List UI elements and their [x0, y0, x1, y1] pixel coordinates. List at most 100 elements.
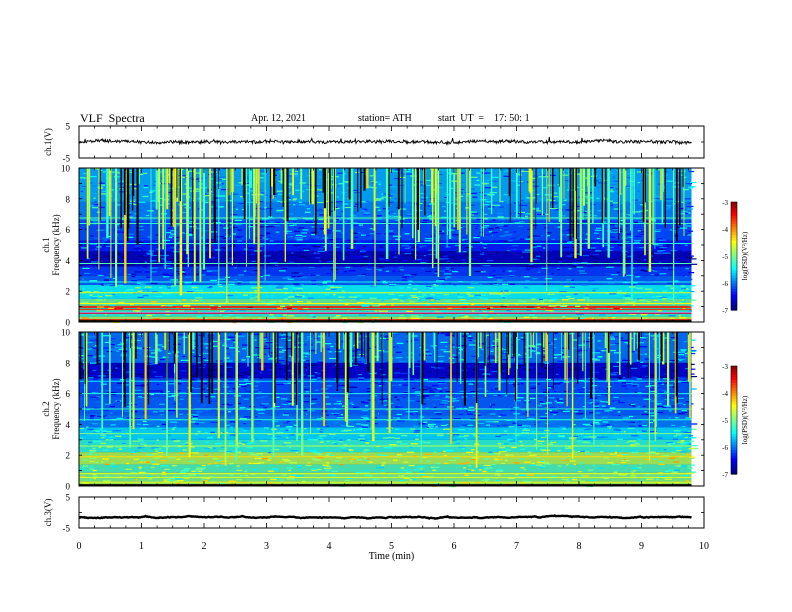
- spectrogram-speckle: [214, 182, 222, 184]
- spectrogram-speckle: [428, 253, 436, 256]
- spectrogram-speckle: [621, 410, 624, 412]
- spectrogram-speckle: [651, 452, 656, 454]
- spectrogram-speckle: [519, 204, 528, 207]
- spectrogram-speckle: [97, 372, 105, 374]
- spectrogram-speckle: [499, 235, 506, 237]
- spectrogram-speckle: [330, 192, 335, 194]
- spectrogram-speckle: [403, 309, 408, 311]
- spectrogram-speckle: [162, 239, 170, 242]
- spectrogram-speckle: [319, 435, 327, 437]
- spectrogram-speckle: [289, 475, 295, 478]
- spectrogram-speckle: [501, 352, 507, 354]
- spectrogram-speckle: [257, 409, 266, 411]
- spectrogram-speckle: [555, 235, 563, 237]
- spectrogram-speckle: [326, 452, 332, 455]
- spectrogram-speckle: [499, 220, 502, 222]
- spectrogram-speckle: [533, 423, 536, 425]
- spectrogram-speckle: [105, 295, 113, 297]
- spectrogram-speckle: [683, 198, 691, 200]
- spectrogram-speckle: [287, 278, 294, 280]
- spectrogram-speckle: [355, 472, 362, 474]
- spectrogram-speckle: [603, 477, 609, 479]
- spectrogram-speckle: [182, 211, 189, 214]
- spectrogram-speckle: [220, 276, 229, 278]
- spectrogram-speckle: [83, 177, 87, 179]
- spectrogram-speckle: [82, 482, 89, 484]
- spectrogram-speckle: [207, 273, 213, 275]
- spectrogram-speckle: [264, 224, 269, 227]
- axis-label: Frequency (kHz): [51, 214, 61, 275]
- spectrogram-speckle: [294, 237, 303, 239]
- spectrogram-speckle: [241, 209, 245, 211]
- spectrogram-speckle: [145, 232, 148, 234]
- spectrogram-speckle: [644, 411, 648, 413]
- spectrogram-speckle: [513, 419, 516, 421]
- spectrogram-speckle: [341, 290, 345, 292]
- spectrogram-speckle: [395, 368, 400, 370]
- spectrogram-speckle: [311, 378, 317, 380]
- spectrogram-speckle: [665, 245, 670, 247]
- spectrogram-speckle: [150, 210, 154, 212]
- spectrogram-speckle: [207, 190, 210, 193]
- spectrogram-speckle: [403, 396, 406, 399]
- spectrogram-speckle: [247, 192, 250, 194]
- spectrogram-speckle: [612, 227, 617, 230]
- spectrogram-speckle: [631, 474, 635, 476]
- spectrogram-speckle: [357, 302, 365, 304]
- spectrogram-speckle: [631, 282, 638, 284]
- spectrogram-speckle: [320, 428, 324, 430]
- spectrogram-speckle: [681, 261, 687, 264]
- spectrogram-speckle: [563, 229, 566, 231]
- spectrogram-speckle: [322, 464, 330, 466]
- spectrogram-speckle: [496, 379, 499, 381]
- spectrogram-speckle: [678, 354, 684, 356]
- spectrogram-speckle: [93, 449, 96, 451]
- spectrogram-speckle: [391, 384, 397, 386]
- spectrogram-speckle: [664, 260, 668, 262]
- spectrogram-speckle: [280, 262, 287, 264]
- spectrogram-speckle: [656, 406, 664, 408]
- spectrogram-speckle: [393, 417, 398, 419]
- spectrogram-speckle: [315, 183, 320, 186]
- spectrogram-speckle: [493, 253, 497, 255]
- spectrogram-speckle: [156, 357, 161, 359]
- spectrogram-speckle: [357, 335, 362, 337]
- spectrogram-speckle: [548, 305, 557, 307]
- spectrogram-speckle: [212, 458, 219, 460]
- spectrogram-speckle: [306, 175, 312, 177]
- spectrogram-speckle: [402, 360, 409, 362]
- spectrogram-speckle: [276, 307, 283, 309]
- frequency-band: [79, 464, 692, 473]
- spectrogram-speckle: [242, 203, 249, 205]
- spectrogram-speckle: [474, 270, 482, 273]
- frequency-band: [79, 378, 692, 397]
- spectrogram-speckle: [222, 247, 226, 249]
- spectrogram-speckle: [215, 284, 218, 286]
- spectrogram-speckle: [618, 230, 626, 232]
- spectrogram-speckle: [170, 249, 173, 251]
- spectrogram-speckle: [577, 299, 585, 301]
- spectrogram-speckle: [582, 406, 586, 408]
- colorbar-cell: [731, 264, 737, 268]
- spectrogram-speckle: [288, 429, 291, 431]
- spectrogram-speckle: [433, 349, 440, 351]
- spectrogram-speckle: [511, 248, 518, 250]
- spectrogram-speckle: [247, 358, 254, 360]
- spectrogram-speckle: [316, 423, 321, 426]
- spectrogram-speckle: [536, 255, 541, 257]
- spectrogram-speckle: [330, 286, 338, 288]
- spectrogram-speckle: [184, 282, 192, 284]
- spectrogram-speckle: [580, 462, 584, 464]
- spectrogram-speckle: [677, 397, 684, 399]
- spectrogram-speckle: [638, 210, 644, 212]
- spectrogram-speckle: [459, 407, 463, 409]
- spectrogram-speckle: [417, 466, 425, 468]
- spectrogram-speckle: [459, 299, 466, 301]
- spectrogram-speckle: [260, 180, 265, 182]
- spectrogram-speckle: [597, 210, 601, 212]
- spectrogram-speckle: [315, 477, 321, 479]
- spectrogram-speckle: [311, 280, 317, 282]
- spectrogram-speckle: [332, 317, 338, 319]
- spectrogram-speckle: [423, 332, 431, 334]
- spectrogram-speckle: [557, 268, 560, 271]
